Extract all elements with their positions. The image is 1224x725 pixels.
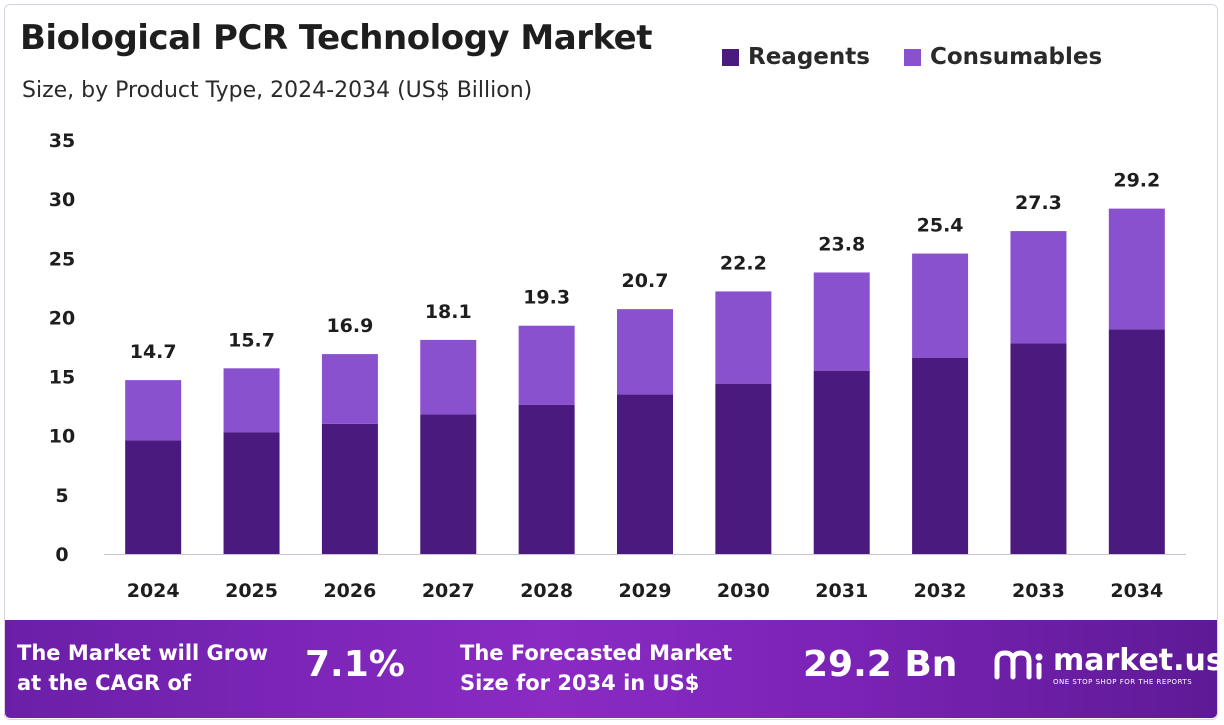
bar-reagents-2027	[420, 414, 477, 554]
legend-label-reagents: Reagents	[748, 44, 870, 70]
bar-consumables-2034	[1108, 208, 1165, 330]
forecast-value: 29.2 Bn	[803, 644, 958, 685]
bar-consumables-2029	[617, 309, 673, 395]
cagr-value: 7.1%	[305, 644, 405, 685]
x-tick-label-2030: 2030	[717, 580, 770, 602]
forecast-label: The Forecasted Market Size for 2034 in U…	[460, 638, 732, 698]
legend-item-reagents: Reagents	[722, 44, 870, 70]
bar-reagents-2031	[813, 370, 870, 554]
bar-consumables-2027	[420, 339, 477, 415]
y-tick-label: 30	[49, 189, 75, 211]
x-tick-label-2029: 2029	[619, 580, 672, 602]
x-tick-label-2031: 2031	[815, 580, 868, 602]
market-us-logo-icon	[994, 650, 1043, 680]
y-tick-label: 10	[49, 426, 75, 448]
data-label-total-2028: 19.3	[523, 287, 570, 309]
bar-reagents-2026	[321, 423, 378, 554]
bar-consumables-2030	[715, 291, 772, 384]
brand-text: market.us ONE STOP SHOP FOR THE REPORTS	[1053, 643, 1224, 687]
chart-subtitle: Size, by Product Type, 2024-2034 (US$ Bi…	[22, 78, 533, 103]
bar-consumables-2031	[813, 272, 870, 371]
data-label-total-2027: 18.1	[425, 301, 472, 323]
bar-reagents-2033	[1010, 343, 1067, 554]
bar-reagents-2025	[223, 432, 280, 554]
data-label-total-2032: 25.4	[917, 215, 964, 237]
x-tick-label-2027: 2027	[422, 580, 475, 602]
bar-consumables-2024	[125, 380, 182, 441]
bar-consumables-2025	[223, 368, 280, 433]
forecast-label-line2: Size for 2034 in US$	[460, 671, 700, 695]
cagr-label-line1: The Market will Grow	[17, 641, 268, 665]
y-tick-label: 0	[55, 544, 68, 566]
bar-consumables-2026	[321, 354, 378, 424]
forecast-label-line1: The Forecasted Market	[460, 641, 733, 665]
x-tick-label-2033: 2033	[1012, 580, 1065, 602]
data-label-total-2024: 14.7	[130, 341, 177, 363]
data-label-total-2025: 15.7	[228, 329, 275, 351]
y-tick-label: 20	[49, 307, 75, 329]
bar-chart: 0510152025303514.7202415.7202516.9202618…	[49, 130, 1186, 602]
data-label-total-2030: 22.2	[720, 252, 767, 274]
cagr-label: The Market will Grow at the CAGR of	[17, 638, 268, 698]
bar-reagents-2032	[912, 357, 969, 554]
legend-label-consumables: Consumables	[929, 44, 1103, 70]
x-tick-label-2026: 2026	[323, 580, 376, 602]
cagr-label-line2: at the CAGR of	[17, 671, 192, 695]
bar-reagents-2028	[518, 404, 575, 554]
y-tick-label: 5	[55, 485, 68, 507]
footer-banner: The Market will Grow at the CAGR of 7.1%…	[5, 620, 1224, 718]
brand-logo: market.us ONE STOP SHOP FOR THE REPORTS	[993, 646, 1224, 686]
legend-swatch-reagents	[722, 48, 739, 66]
bar-consumables-2033	[1010, 231, 1067, 344]
bar-reagents-2024	[125, 440, 182, 554]
y-tick-label: 15	[49, 367, 75, 389]
x-tick-label-2034: 2034	[1110, 580, 1163, 602]
bar-reagents-2029	[617, 394, 673, 554]
data-label-total-2026: 16.9	[326, 315, 373, 337]
x-tick-label-2032: 2032	[914, 580, 967, 602]
legend-item-consumables: Consumables	[903, 44, 1103, 70]
bar-reagents-2030	[715, 383, 772, 554]
bar-consumables-2028	[518, 325, 575, 405]
bar-reagents-2034	[1108, 329, 1165, 554]
data-label-total-2031: 23.8	[818, 233, 865, 255]
y-tick-label: 35	[49, 130, 75, 152]
x-tick-label-2024: 2024	[127, 580, 180, 602]
y-tick-label: 25	[49, 248, 75, 270]
x-tick-label-2028: 2028	[520, 580, 573, 602]
chart-title: Biological PCR Technology Market	[20, 18, 652, 58]
data-label-total-2033: 27.3	[1015, 192, 1062, 214]
legend-swatch-consumables	[903, 48, 921, 66]
bar-consumables-2032	[912, 253, 969, 358]
legend: Reagents Consumables	[722, 44, 1102, 70]
brand-name: market.us	[1053, 643, 1224, 678]
data-label-total-2034: 29.2	[1113, 170, 1160, 192]
x-tick-label-2025: 2025	[225, 580, 278, 602]
data-label-total-2029: 20.7	[622, 270, 669, 292]
brand-tagline: ONE STOP SHOP FOR THE REPORTS	[1053, 678, 1193, 686]
